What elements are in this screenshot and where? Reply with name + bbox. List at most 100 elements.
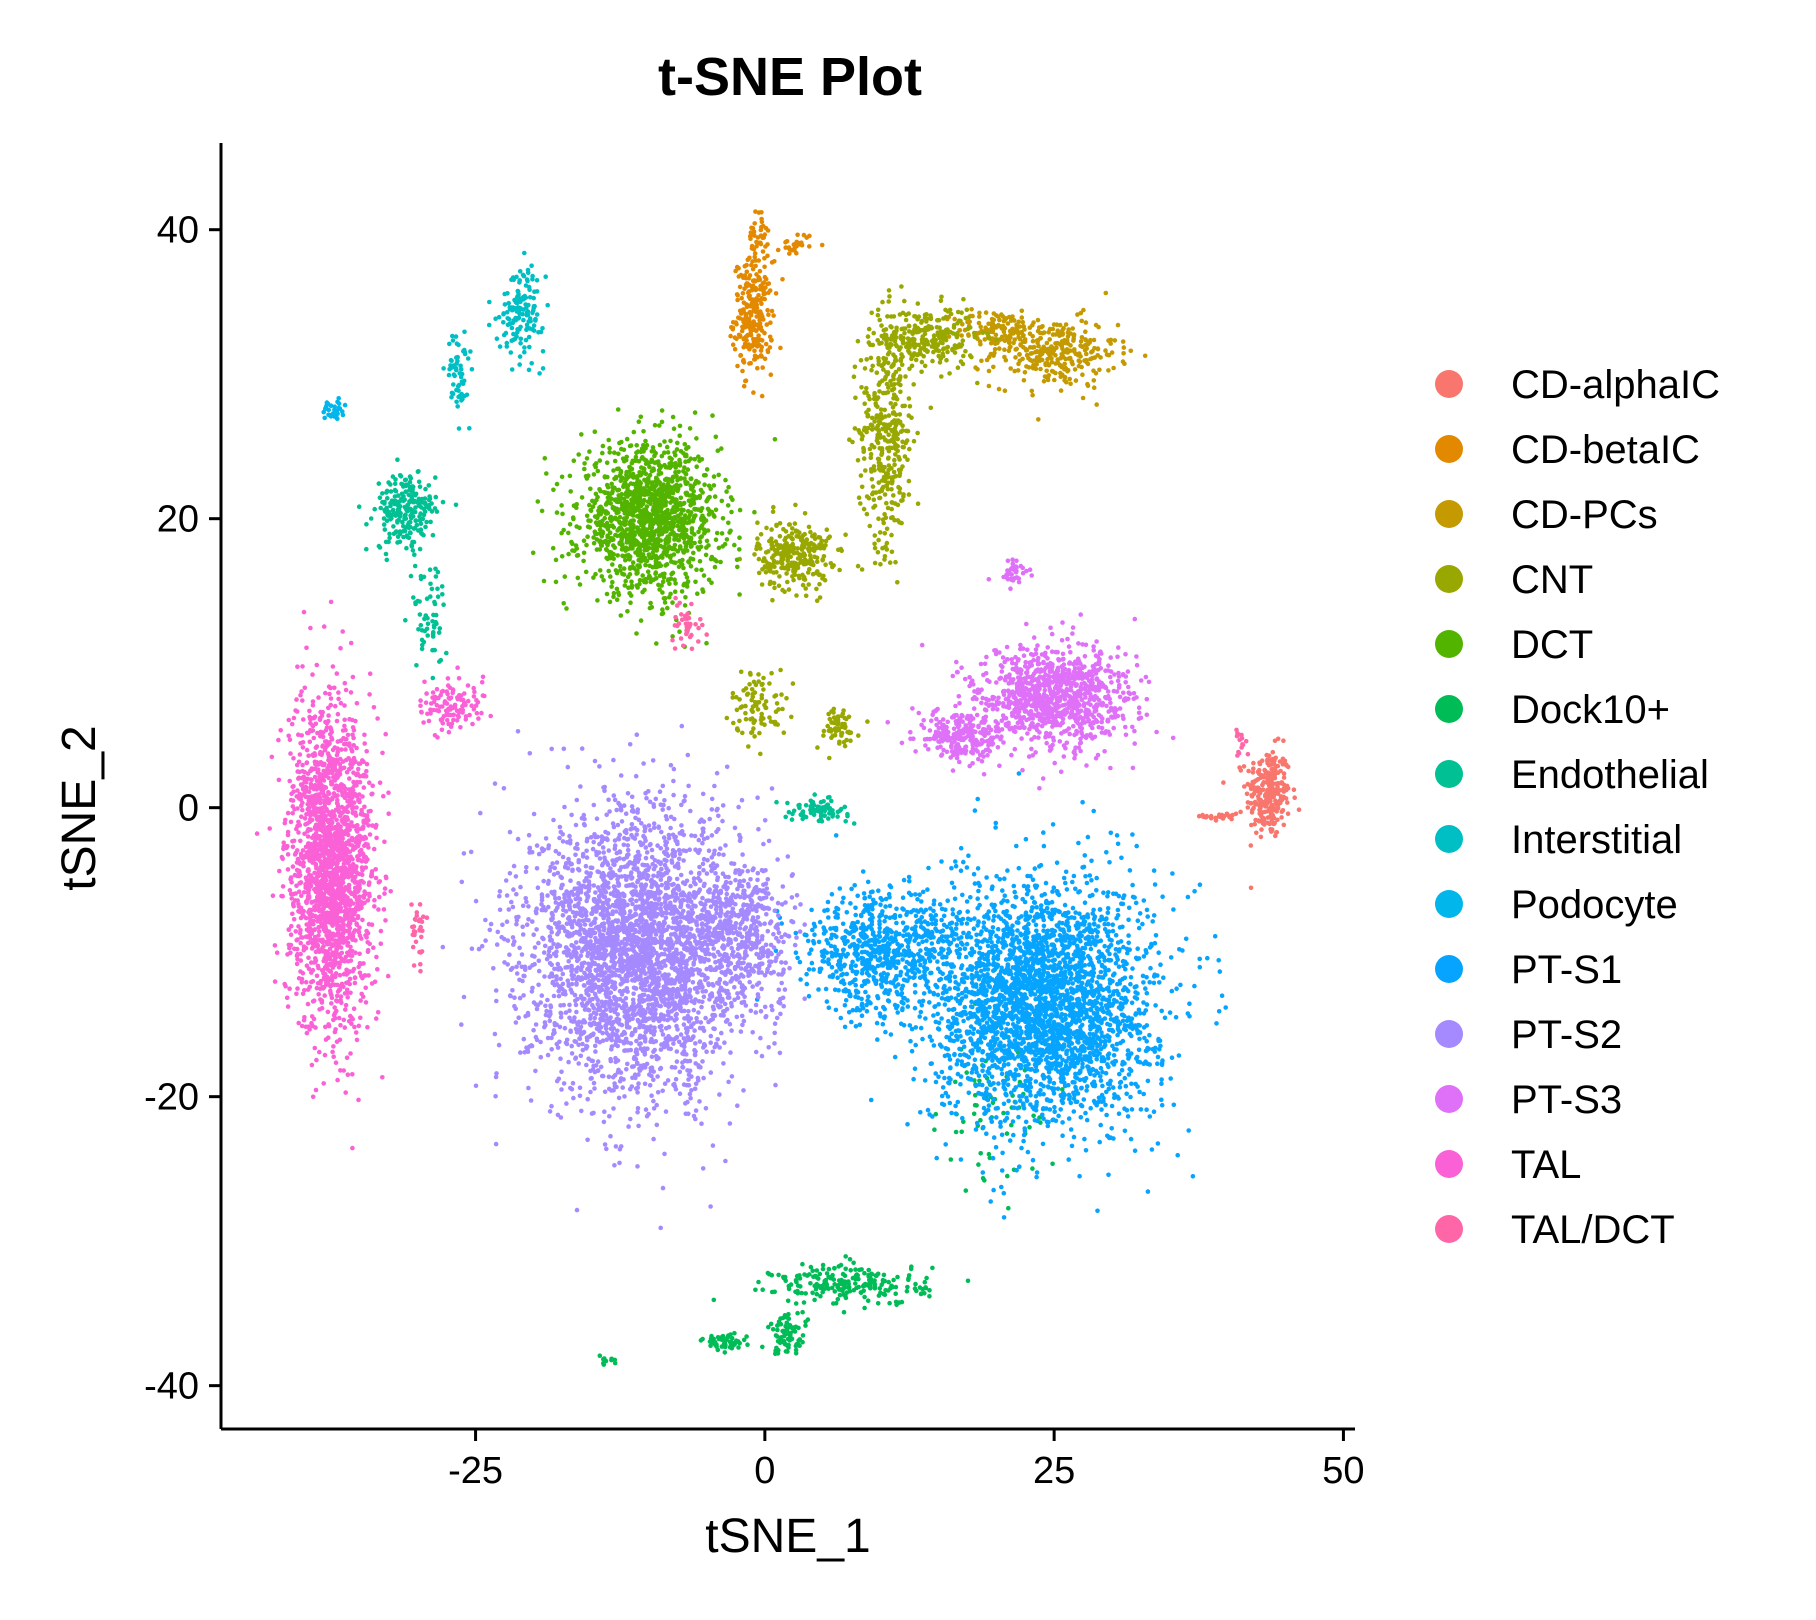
point-endothelial [389, 498, 395, 504]
point-dock10- [837, 1292, 843, 1298]
point-cd-pcs [1006, 340, 1012, 346]
point-cnt [910, 336, 916, 342]
point-cnt [906, 396, 912, 401]
point-interstitial [446, 372, 452, 378]
point-cd-pcs [1106, 338, 1111, 343]
point-dock10- [800, 1261, 805, 1267]
point-cnt [922, 331, 928, 337]
point-dct [616, 451, 621, 457]
point-endothelial [380, 499, 385, 505]
point-dct [708, 486, 713, 492]
point-dct [677, 433, 682, 439]
point-endothelial [809, 805, 814, 810]
point-cnt [915, 430, 920, 436]
point-cnt [868, 355, 874, 361]
point-cd-pcs [1077, 359, 1083, 365]
point-endothelial [410, 484, 416, 490]
point-cnt [806, 582, 811, 587]
point-cd-alphaic [1260, 782, 1265, 788]
point-dock10- [838, 1279, 843, 1284]
point-cd-pcs [992, 347, 998, 352]
point-cd-pcs [1035, 317, 1041, 323]
point-cnt [883, 374, 888, 380]
point-dct [641, 429, 646, 434]
point-cnt [761, 675, 766, 681]
point-cd-pcs [1014, 330, 1020, 335]
point-dct [636, 419, 642, 425]
point-dct [614, 570, 620, 576]
point-cnt [777, 574, 782, 579]
point-cnt [867, 446, 873, 452]
point-cd-betaic [794, 243, 799, 249]
point-endothelial [396, 499, 402, 505]
point-cnt [886, 413, 892, 418]
point-dock10- [736, 1345, 741, 1350]
point-dct [634, 443, 639, 448]
point-endothelial [426, 483, 432, 488]
point-cnt [934, 325, 940, 330]
point-interstitial [522, 345, 527, 350]
point-cnt [764, 525, 769, 531]
point-interstitial [520, 272, 526, 278]
point-dct [584, 456, 590, 461]
point-cnt [889, 342, 894, 348]
point-cnt [952, 343, 958, 348]
point-cnt [868, 467, 874, 472]
point-dct [660, 611, 666, 616]
point-dock10- [810, 1268, 815, 1274]
point-endothelial [839, 806, 844, 812]
point-cd-pcs [1121, 351, 1126, 356]
point-cnt [898, 389, 903, 395]
point-cnt [747, 670, 753, 676]
point-dock10- [868, 1283, 873, 1289]
point-interstitial [511, 337, 516, 343]
point-endothelial [412, 525, 418, 531]
point-cnt [975, 380, 980, 386]
point-dct [658, 503, 664, 508]
point-dct [637, 493, 643, 499]
point-cd-pcs [991, 353, 996, 358]
point-dct [562, 574, 568, 579]
point-cnt [855, 338, 861, 344]
point-endothelial [412, 509, 418, 515]
point-dct [629, 579, 634, 584]
point-endothelial [384, 518, 390, 523]
point-dct [711, 474, 717, 479]
point-cd-pcs [1034, 349, 1040, 354]
point-cd-betaic [762, 356, 768, 362]
point-dct [612, 458, 618, 464]
point-cd-betaic [751, 390, 756, 395]
point-cd-alphaic [1275, 817, 1280, 823]
point-cnt [865, 334, 871, 339]
point-cnt [777, 534, 783, 539]
point-interstitial [510, 305, 516, 310]
point-dct [684, 548, 690, 553]
point-dct [702, 482, 707, 488]
point-interstitial [504, 344, 510, 349]
point-cd-pcs [1094, 402, 1099, 407]
point-cnt [930, 358, 935, 364]
point-cd-alphaic [1291, 787, 1297, 792]
point-cnt [867, 396, 872, 402]
point-cd-pcs [1036, 343, 1041, 349]
point-dct [737, 547, 742, 552]
point-cd-betaic [750, 266, 756, 272]
point-dct [602, 475, 608, 480]
point-cd-betaic [740, 291, 746, 296]
point-cd-pcs [1073, 378, 1079, 383]
point-dock10- [875, 1271, 881, 1277]
point-interstitial [449, 390, 455, 396]
point-dct [701, 573, 707, 578]
point-cd-alphaic [1241, 764, 1247, 769]
point-cd-alphaic [1259, 827, 1264, 832]
point-dock10- [918, 1291, 924, 1297]
point-cd-alphaic [1270, 785, 1275, 791]
point-dct [639, 465, 644, 470]
point-pt-s1 [1133, 900, 1139, 906]
point-dock10- [753, 1287, 758, 1293]
point-dct [585, 524, 591, 529]
point-dct [635, 449, 641, 454]
point-dct [607, 445, 612, 451]
point-cd-alphaic [1296, 807, 1302, 812]
point-cd-betaic [754, 272, 759, 277]
